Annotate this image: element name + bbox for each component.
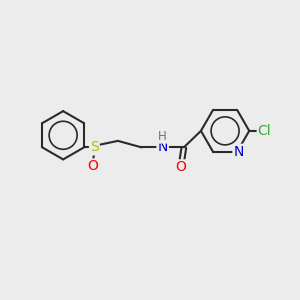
Text: N: N — [158, 140, 168, 154]
Text: S: S — [90, 140, 99, 154]
Text: O: O — [176, 160, 186, 174]
Text: N: N — [233, 145, 244, 159]
Text: O: O — [87, 160, 98, 173]
Text: H: H — [158, 130, 167, 143]
Text: Cl: Cl — [258, 124, 272, 138]
